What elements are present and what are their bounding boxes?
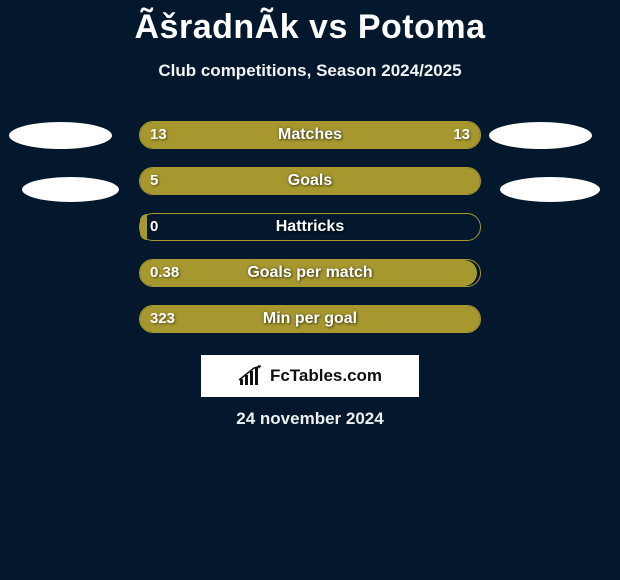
bar-value-left: 13 (150, 121, 167, 149)
bar-value-left: 5 (150, 167, 158, 195)
page-title: ÃšradnÃ­k vs Potoma (0, 0, 620, 47)
page-subtitle: Club competitions, Season 2024/2025 (0, 61, 620, 81)
stat-row: Min per goal323 (0, 305, 620, 333)
bar-label: Hattricks (139, 213, 481, 241)
bar-label: Min per goal (139, 305, 481, 333)
photo-ellipse (500, 177, 600, 202)
comparison-bars: Matches13 13 Goals5 Hattricks0 Goals per mat… (0, 121, 620, 333)
bar-label: Matches (139, 121, 481, 149)
bar-label: Goals per match (139, 259, 481, 287)
bar-value-left: 0 (150, 213, 158, 241)
bar-value-left: 0.38 (150, 259, 179, 287)
stat-row: Hattricks0 (0, 213, 620, 241)
chart-icon (238, 365, 264, 387)
stat-row: Goals per match0.38 (0, 259, 620, 287)
source-text: FcTables.com (270, 366, 382, 386)
source-badge: FcTables.com (201, 355, 419, 397)
bar-label: Goals (139, 167, 481, 195)
photo-ellipse (9, 122, 112, 149)
bar-value-left: 323 (150, 305, 175, 333)
page-date: 24 november 2024 (0, 409, 620, 429)
photo-ellipse (22, 177, 119, 202)
bar-value-right: 13 (453, 121, 470, 149)
photo-ellipse (489, 122, 592, 149)
